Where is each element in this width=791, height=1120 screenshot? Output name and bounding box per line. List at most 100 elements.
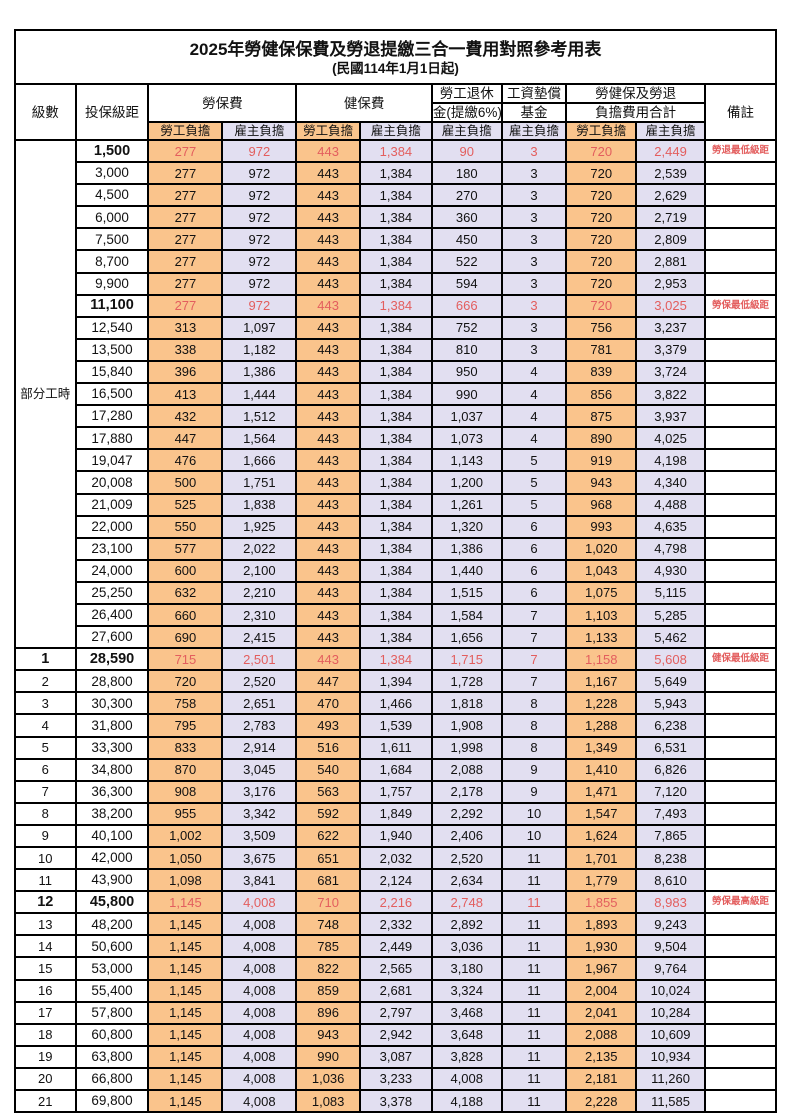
remark-cell: 勞退最低級距 bbox=[703, 138, 778, 164]
health-ins-employer-cell: 1,384 bbox=[358, 536, 433, 561]
labor-ins-employee-cell: 277 bbox=[147, 161, 224, 186]
pension-employer-cell: 1,728 bbox=[430, 669, 503, 694]
labor-ins-employee-cell: 1,050 bbox=[147, 845, 224, 871]
bracket-cell: 28,800 bbox=[74, 669, 150, 694]
bracket-cell: 63,800 bbox=[74, 1044, 150, 1069]
labor-ins-employer-cell: 972 bbox=[221, 138, 298, 164]
total-employee-cell: 2,228 bbox=[565, 1089, 638, 1114]
table-row: 15,840 396 1,386 443 1,384 950 4 839 3,724 bbox=[15, 359, 778, 385]
table-row: 4,500 277 972 443 1,384 270 3 720 2,629 bbox=[15, 183, 778, 208]
remark-cell bbox=[703, 801, 778, 826]
total-employee-cell: 756 bbox=[565, 315, 638, 340]
level-cell: 15 bbox=[14, 956, 77, 981]
labor-ins-employee-cell: 277 bbox=[147, 138, 224, 164]
table-row: 7 36,300 908 3,176 563 1,757 2,178 9 1,471 7,120 bbox=[14, 779, 778, 804]
total-employer-cell: 5,115 bbox=[635, 580, 706, 605]
labor-ins-employer-cell: 1,097 bbox=[221, 315, 298, 340]
table-row: 26,400 660 2,310 443 1,384 1,584 7 1,103 5,285 bbox=[15, 602, 778, 628]
level-cell: 10 bbox=[14, 845, 77, 871]
labor-ins-employee-cell: 955 bbox=[147, 801, 224, 826]
pension-employer-cell: 2,088 bbox=[430, 757, 503, 782]
health-ins-employer-cell: 1,394 bbox=[358, 669, 433, 694]
subheader-pension-employer: 雇主負擔 bbox=[430, 121, 503, 141]
labor-ins-employee-cell: 1,145 bbox=[147, 1066, 224, 1092]
pension-employer-cell: 3,036 bbox=[430, 934, 503, 959]
bracket-cell: 69,800 bbox=[74, 1089, 150, 1114]
table-row: 8 38,200 955 3,342 592 1,849 2,292 10 1,547 7,493 bbox=[14, 801, 778, 826]
wage-fund-employer-cell: 8 bbox=[500, 713, 568, 738]
labor-ins-employer-cell: 1,564 bbox=[221, 426, 298, 451]
labor-ins-employee-cell: 1,145 bbox=[147, 1000, 224, 1025]
wage-fund-employer-cell: 3 bbox=[500, 161, 568, 186]
labor-ins-employee-cell: 525 bbox=[147, 492, 224, 517]
level-cell: 5 bbox=[14, 735, 77, 760]
remark-cell bbox=[703, 514, 778, 539]
pension-employer-cell: 1,440 bbox=[430, 558, 503, 583]
bracket-cell: 21,009 bbox=[74, 492, 150, 517]
pension-employer-cell: 3,468 bbox=[430, 1000, 503, 1025]
health-ins-employer-cell: 1,384 bbox=[358, 558, 433, 583]
table-row: 6 34,800 870 3,045 540 1,684 2,088 9 1,410 6,826 bbox=[14, 757, 778, 782]
remark-cell bbox=[703, 580, 778, 605]
health-ins-employee-cell: 943 bbox=[295, 1022, 361, 1047]
col-header-pension-line1: 勞工退休 bbox=[430, 83, 503, 104]
labor-ins-employee-cell: 758 bbox=[147, 691, 224, 716]
pension-employer-cell: 522 bbox=[430, 249, 503, 274]
health-ins-employer-cell: 1,940 bbox=[358, 823, 433, 849]
total-employer-cell: 11,260 bbox=[635, 1066, 706, 1092]
health-ins-employee-cell: 1,036 bbox=[295, 1066, 361, 1092]
pension-employer-cell: 2,406 bbox=[430, 823, 503, 849]
health-ins-employer-cell: 1,384 bbox=[358, 382, 433, 407]
wage-fund-employer-cell: 11 bbox=[500, 1022, 568, 1047]
labor-ins-employee-cell: 715 bbox=[147, 647, 224, 672]
remark-cell bbox=[703, 271, 778, 296]
total-employee-cell: 1,349 bbox=[565, 735, 638, 760]
pension-employer-cell: 1,998 bbox=[430, 735, 503, 760]
health-ins-employer-cell: 1,384 bbox=[358, 271, 433, 296]
health-ins-employee-cell: 540 bbox=[295, 757, 361, 782]
health-ins-employee-cell: 443 bbox=[295, 536, 361, 561]
level-cell: 9 bbox=[14, 823, 77, 849]
wage-fund-employer-cell: 11 bbox=[500, 1089, 568, 1114]
remark-cell bbox=[703, 426, 778, 451]
health-ins-employee-cell: 443 bbox=[295, 249, 361, 274]
level-cell: 16 bbox=[14, 978, 77, 1003]
labor-ins-employer-cell: 4,008 bbox=[221, 934, 298, 959]
labor-ins-employer-cell: 4,008 bbox=[221, 978, 298, 1003]
wage-fund-employer-cell: 11 bbox=[500, 956, 568, 981]
total-employer-cell: 2,953 bbox=[635, 271, 706, 296]
pension-employer-cell: 1,818 bbox=[430, 691, 503, 716]
labor-ins-employee-cell: 833 bbox=[147, 735, 224, 760]
bracket-cell: 28,590 bbox=[74, 647, 150, 672]
labor-ins-employee-cell: 447 bbox=[147, 426, 224, 451]
table-row: 3 30,300 758 2,651 470 1,466 1,818 8 1,228 5,943 bbox=[14, 691, 778, 716]
total-employer-cell: 5,649 bbox=[635, 669, 706, 694]
table-row: 27,600 690 2,415 443 1,384 1,656 7 1,133 5,462 bbox=[15, 625, 778, 650]
total-employee-cell: 1,158 bbox=[565, 647, 638, 672]
labor-ins-employee-cell: 338 bbox=[147, 337, 224, 362]
labor-ins-employee-cell: 577 bbox=[147, 536, 224, 561]
wage-fund-employer-cell: 10 bbox=[500, 823, 568, 849]
total-employee-cell: 2,135 bbox=[565, 1044, 638, 1069]
total-employer-cell: 4,198 bbox=[635, 448, 706, 473]
labor-ins-employer-cell: 2,651 bbox=[221, 691, 298, 716]
pension-employer-cell: 2,178 bbox=[430, 779, 503, 804]
table-title-block: 2025年勞健保保費及勞退提繳三合一費用對照參考用表 (民國114年1月1日起) bbox=[14, 29, 777, 85]
labor-ins-employee-cell: 550 bbox=[147, 514, 224, 539]
table-row: 4 31,800 795 2,783 493 1,539 1,908 8 1,288 6,238 bbox=[14, 713, 778, 738]
wage-fund-employer-cell: 4 bbox=[500, 359, 568, 385]
wage-fund-employer-cell: 7 bbox=[500, 647, 568, 672]
labor-ins-employer-cell: 2,783 bbox=[221, 713, 298, 738]
total-employer-cell: 3,025 bbox=[635, 293, 706, 318]
labor-ins-employer-cell: 4,008 bbox=[221, 1000, 298, 1025]
table-row: 21,009 525 1,838 443 1,384 1,261 5 968 4,488 bbox=[15, 492, 778, 517]
page-subtitle: (民國114年1月1日起) bbox=[332, 61, 459, 77]
wage-fund-employer-cell: 11 bbox=[500, 1066, 568, 1092]
table-row: 22,000 550 1,925 443 1,384 1,320 6 993 4,635 bbox=[15, 514, 778, 539]
labor-ins-employer-cell: 4,008 bbox=[221, 956, 298, 981]
total-employer-cell: 3,237 bbox=[635, 315, 706, 340]
health-ins-employer-cell: 1,384 bbox=[358, 337, 433, 362]
labor-ins-employee-cell: 1,145 bbox=[147, 956, 224, 981]
labor-ins-employer-cell: 1,182 bbox=[221, 337, 298, 362]
wage-fund-employer-cell: 5 bbox=[500, 448, 568, 473]
